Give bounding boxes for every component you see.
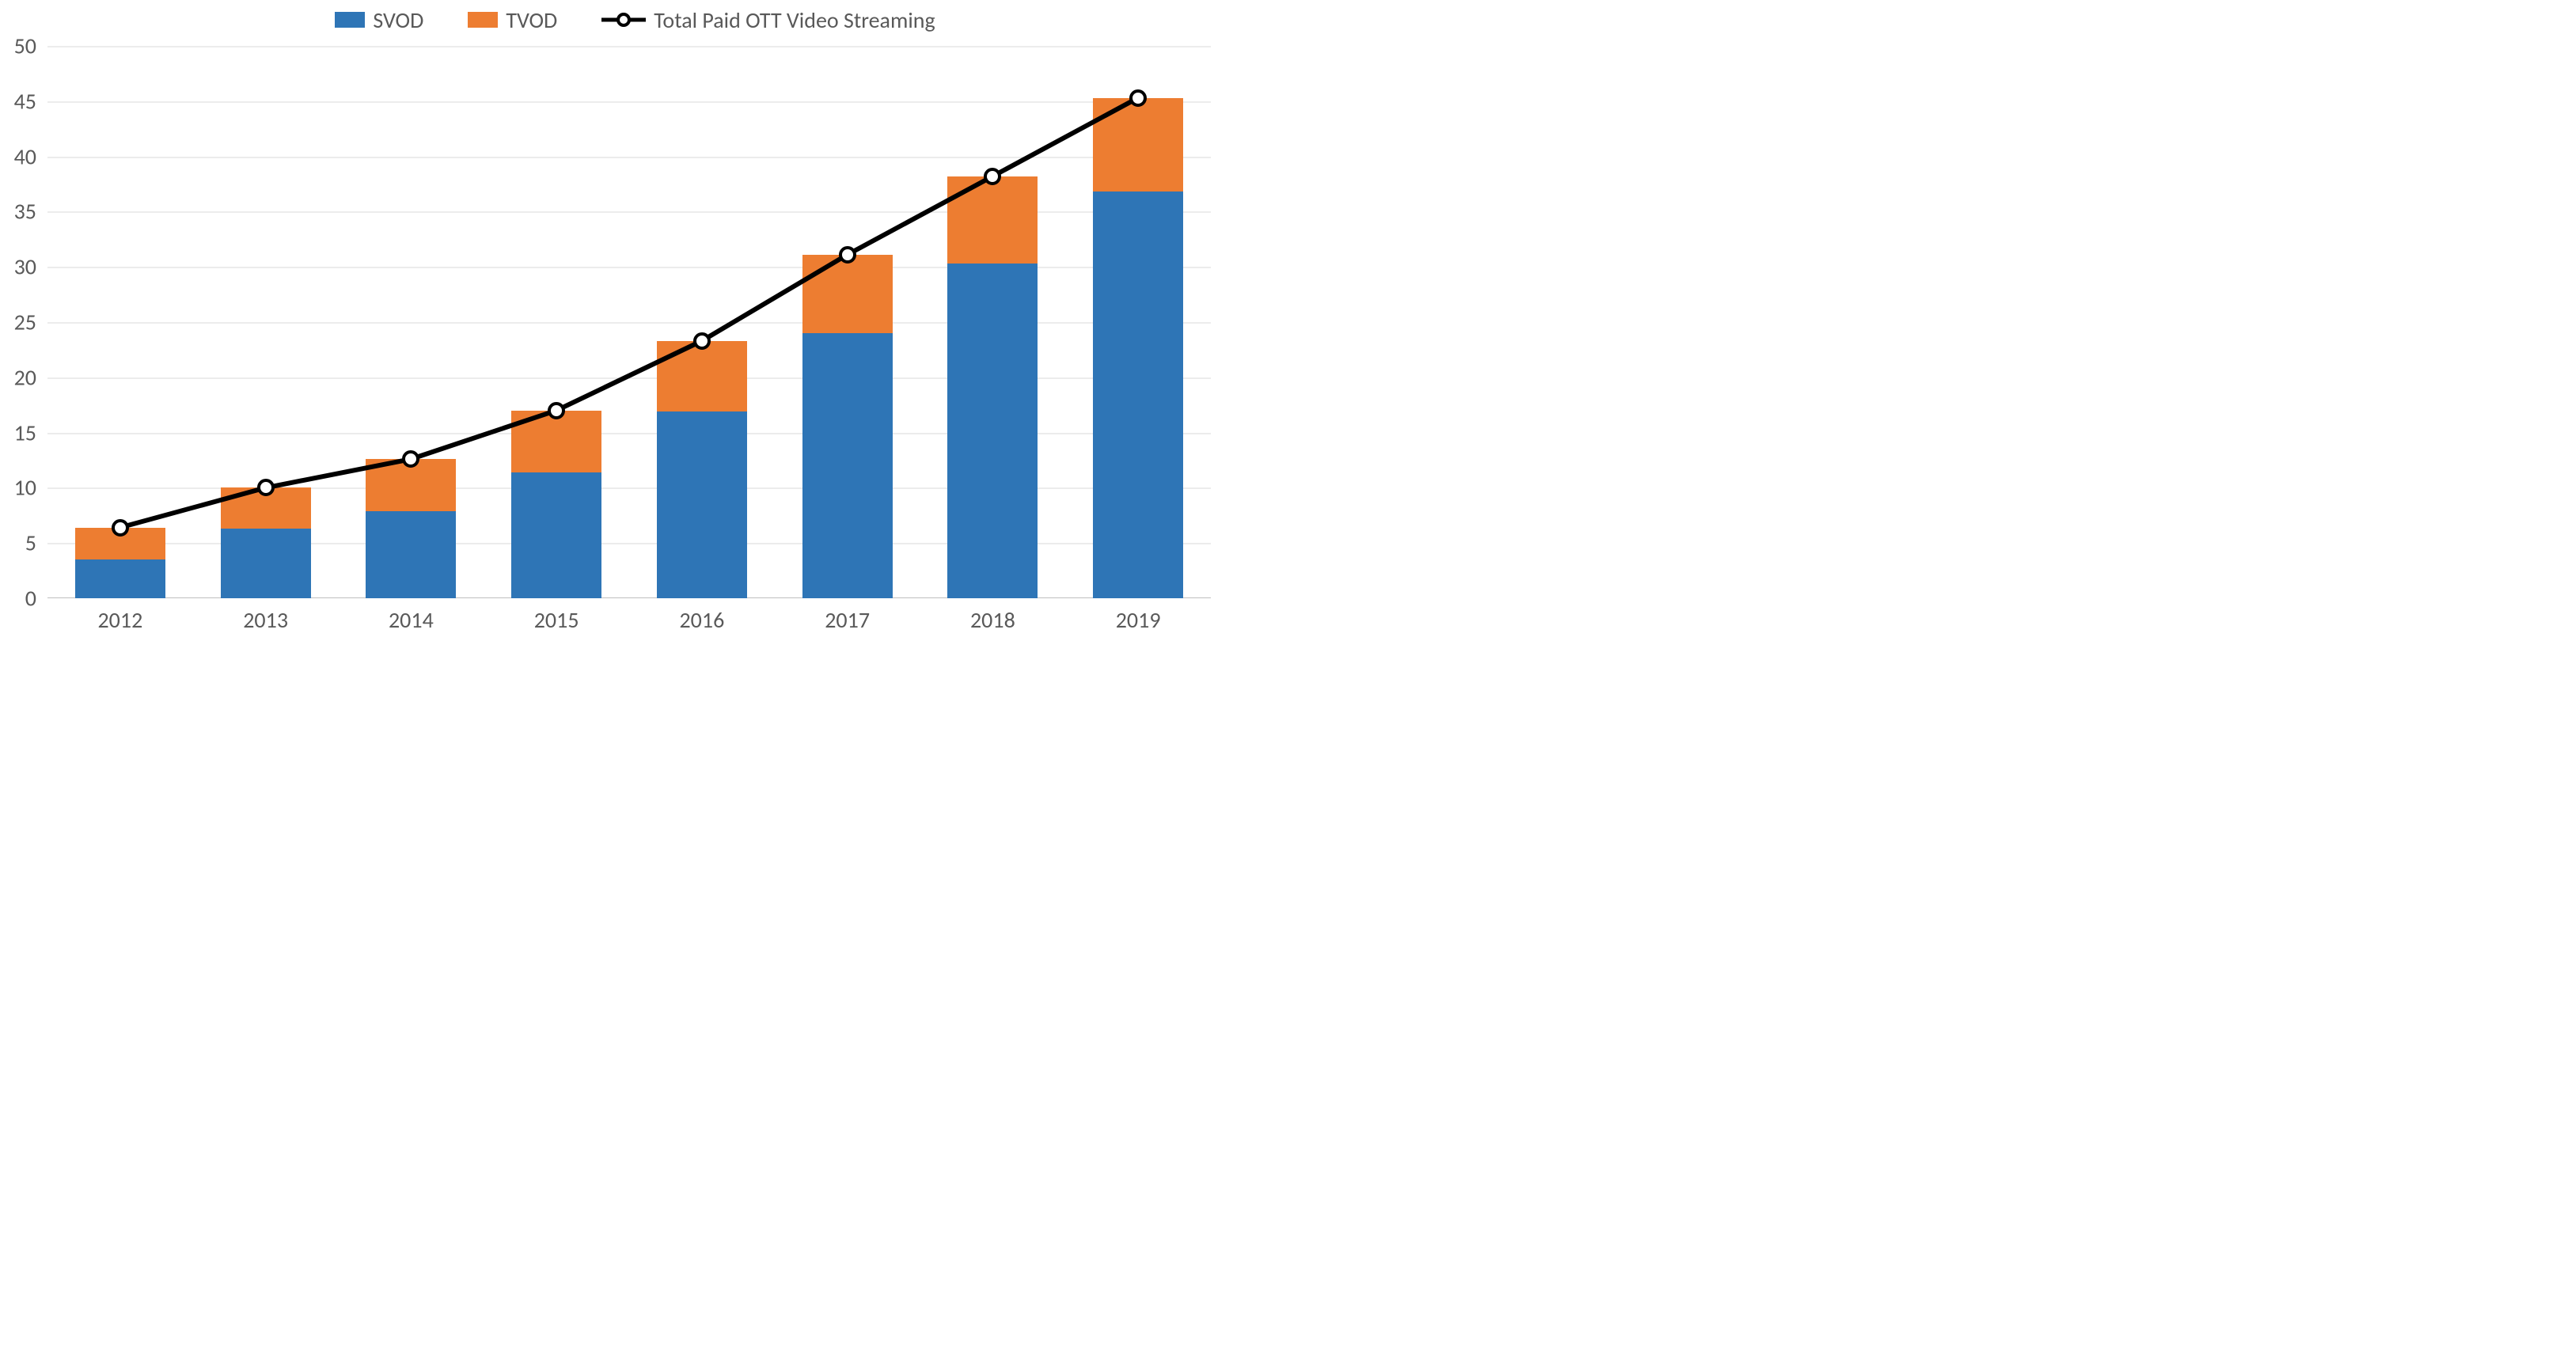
- x-tick-label: 2014: [389, 606, 434, 634]
- y-tick-label: 30: [0, 253, 47, 281]
- plot: 0510152025303540455020122013201420152016…: [0, 46, 1223, 647]
- y-tick-label: 45: [0, 87, 47, 115]
- line-marker: [402, 450, 419, 468]
- plot-area: 0510152025303540455020122013201420152016…: [47, 46, 1211, 598]
- y-tick-label: 15: [0, 419, 47, 446]
- y-tick-label: 25: [0, 309, 47, 336]
- legend-line-swatch: [601, 11, 646, 28]
- x-tick-label: 2016: [679, 606, 724, 634]
- legend-swatch: [468, 12, 498, 28]
- legend-item: SVOD: [335, 6, 423, 34]
- x-tick-label: 2013: [243, 606, 288, 634]
- chart: SVODTVODTotal Paid OTT Video Streaming05…: [0, 0, 1223, 641]
- legend-label: SVOD: [373, 6, 423, 34]
- line-marker: [548, 402, 565, 419]
- y-tick-label: 5: [0, 529, 47, 557]
- legend-item: TVOD: [468, 6, 557, 34]
- legend-item: Total Paid OTT Video Streaming: [601, 6, 935, 34]
- legend-swatch: [335, 12, 365, 28]
- y-tick-label: 20: [0, 363, 47, 391]
- x-tick-label: 2017: [825, 606, 870, 634]
- line-marker: [839, 246, 856, 264]
- line-series: [47, 46, 1211, 598]
- x-tick-label: 2018: [970, 606, 1015, 634]
- y-tick-label: 50: [0, 32, 47, 60]
- y-tick-label: 10: [0, 474, 47, 502]
- line-marker: [984, 168, 1001, 185]
- legend-label: TVOD: [506, 6, 557, 34]
- y-tick-label: 40: [0, 142, 47, 170]
- line-marker: [257, 479, 275, 496]
- line-marker: [1129, 89, 1147, 107]
- y-tick-label: 35: [0, 198, 47, 226]
- x-tick-label: 2019: [1116, 606, 1161, 634]
- y-tick-label: 0: [0, 585, 47, 612]
- legend-label: Total Paid OTT Video Streaming: [654, 6, 935, 34]
- legend: SVOD TVOD Total Paid OTT Video Streaming: [47, 0, 1223, 46]
- line-marker: [693, 332, 711, 350]
- x-tick-label: 2015: [534, 606, 579, 634]
- x-tick-label: 2012: [97, 606, 142, 634]
- line-marker: [112, 519, 129, 537]
